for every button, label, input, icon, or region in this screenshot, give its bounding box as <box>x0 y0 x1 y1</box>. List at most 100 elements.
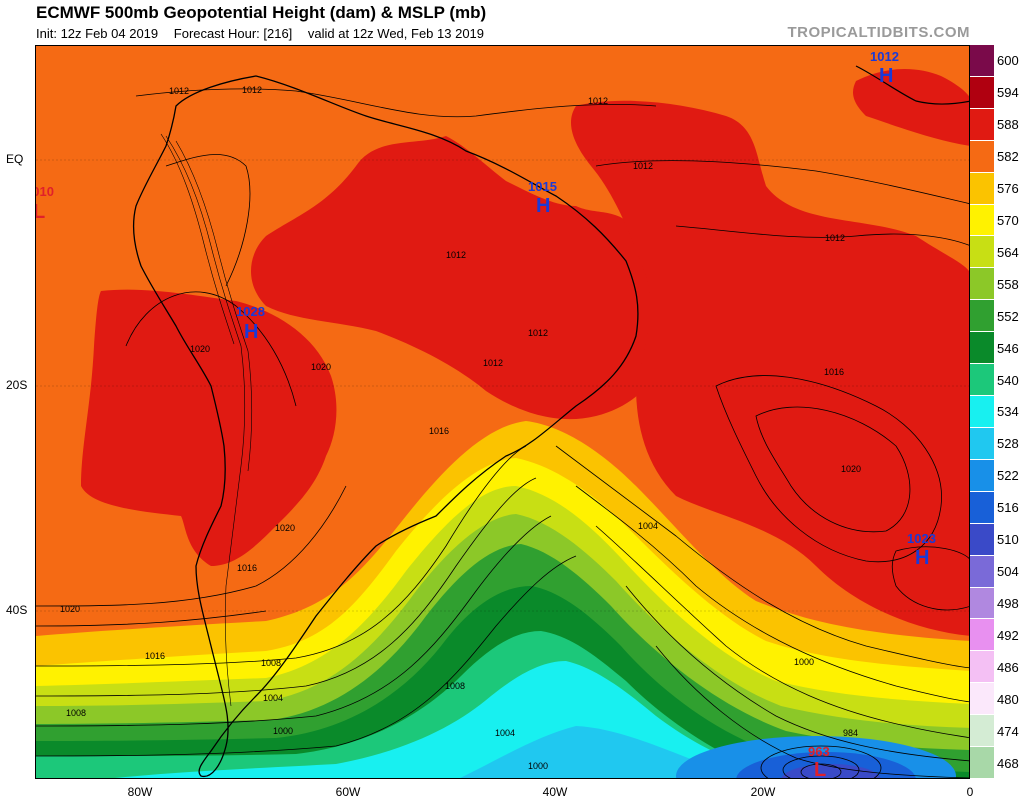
colorbar-label: 594 <box>997 85 1019 101</box>
colorbar-level-576: 576 <box>970 172 1024 205</box>
center-l-963-value: 963 <box>808 744 830 759</box>
colorbar-level-474: 474 <box>970 715 1024 748</box>
colorbar-level-582: 582 <box>970 140 1024 173</box>
colorbar-swatch <box>970 300 994 333</box>
colorbar-swatch <box>970 715 994 748</box>
lon-label-20w: 20W <box>750 785 776 799</box>
lon-label-80w: 80W <box>127 785 153 799</box>
isobar-label: 1016 <box>824 367 844 377</box>
isobar-label: 1012 <box>483 358 503 368</box>
colorbar-swatch <box>970 491 994 524</box>
colorbar-label: 558 <box>997 276 1019 292</box>
isobar-label: 1004 <box>638 521 658 531</box>
lat-label-20s: 20S <box>6 378 28 392</box>
colorbar-level-510: 510 <box>970 523 1024 556</box>
colorbar-level-480: 480 <box>970 683 1024 716</box>
andes-contours <box>160 133 253 707</box>
colorbar-swatch <box>970 747 994 779</box>
colorbar-label: 564 <box>997 244 1019 260</box>
lon-label-0: 0 <box>966 785 974 799</box>
isobar-labels: 1012 1012 1012 1012 1012 1012 1012 1012 … <box>60 85 861 771</box>
colorbar-level-516: 516 <box>970 491 1024 524</box>
colorbar-swatch <box>970 651 994 684</box>
isobar-label: 1016 <box>237 563 257 573</box>
colorbar-label: 492 <box>997 627 1019 643</box>
valid-time: valid at 12z Wed, Feb 13 2019 <box>307 26 485 41</box>
brand-watermark: TROPICALTIDBITS.COM <box>787 24 970 41</box>
colorbar-swatch <box>970 523 994 556</box>
colorbar-swatch <box>970 204 994 237</box>
center-h-1015-letter: H <box>536 195 550 217</box>
lat-label-eq: EQ <box>6 152 24 166</box>
colorbar-swatch <box>970 76 994 109</box>
isobars <box>36 88 969 778</box>
colorbar-level-588: 588 <box>970 108 1024 141</box>
isobar-label: 1000 <box>273 726 293 736</box>
colorbar-swatch <box>970 236 994 269</box>
colorbar-label: 468 <box>997 755 1019 771</box>
colorbar-label: 552 <box>997 308 1019 324</box>
colorbar-level-504: 504 <box>970 555 1024 588</box>
isobar-label: 1020 <box>841 464 861 474</box>
isobar-label: 1020 <box>275 523 295 533</box>
colorbar-swatch <box>970 459 994 492</box>
isobar-label: 1016 <box>429 426 449 436</box>
colorbar-swatch <box>970 364 994 397</box>
colorbar-swatch <box>970 45 994 77</box>
lat-label-40s: 40S <box>6 603 28 617</box>
colorbar-label: 582 <box>997 149 1019 165</box>
chart-title: ECMWF 500mb Geopotential Height (dam) & … <box>36 3 487 22</box>
coastline-africa <box>855 65 969 105</box>
colorbar-swatch <box>970 172 994 205</box>
colorbar-level-492: 492 <box>970 619 1024 652</box>
isobar-label: 1020 <box>190 344 210 354</box>
colorbar-swatch <box>970 332 994 365</box>
colorbar-label: 480 <box>997 691 1019 707</box>
chart-subtitle: Init: 12z Feb 04 2019 Forecast Hour: [21… <box>36 26 496 41</box>
isobar-label: 1012 <box>633 161 653 171</box>
band-510 <box>781 764 881 778</box>
center-h-1023-value: 1023 <box>907 531 936 546</box>
colorbar-level-540: 540 <box>970 364 1024 397</box>
center-h-1023-letter: H <box>915 547 929 569</box>
colorbar-level-546: 546 <box>970 332 1024 365</box>
colorbar-swatch <box>970 619 994 652</box>
isobar-label: 1004 <box>263 693 283 703</box>
isobar-label: 1020 <box>60 604 80 614</box>
colorbar-label: 516 <box>997 500 1019 516</box>
colorbar-level-528: 528 <box>970 427 1024 460</box>
colorbar-label: 546 <box>997 340 1019 356</box>
colorbar-level-552: 552 <box>970 300 1024 333</box>
isobar-label: 1000 <box>528 761 548 771</box>
coastline-south-america <box>132 75 639 778</box>
colorbar-label: 570 <box>997 213 1019 229</box>
colorbar-level-498: 498 <box>970 587 1024 620</box>
center-h-1012-letter: H <box>879 65 893 87</box>
colorbar-label: 522 <box>997 468 1019 484</box>
colorbar-label: 510 <box>997 532 1019 548</box>
colorbar-level-522: 522 <box>970 459 1024 492</box>
isobar-label: 1012 <box>588 96 608 106</box>
colorbar-label: 498 <box>997 595 1019 611</box>
isobar-label: 1000 <box>794 657 814 667</box>
colorbar-label: 600 <box>997 53 1019 69</box>
colorbar-label: 534 <box>997 404 1019 420</box>
isobar-label: 1012 <box>528 328 548 338</box>
forecast-hour: Forecast Hour: [216] <box>173 26 293 41</box>
lon-label-40w: 40W <box>542 785 568 799</box>
isobar-label: 1016 <box>145 651 165 661</box>
center-h-1028-letter: H <box>244 321 258 343</box>
isobar-label: 984 <box>843 728 858 738</box>
isobar-label: 1008 <box>66 708 86 718</box>
colorbar-label: 486 <box>997 659 1019 675</box>
isobar-label: 1012 <box>169 86 189 96</box>
colorbar-level-534: 534 <box>970 396 1024 428</box>
band-588-africa <box>853 69 969 146</box>
isobar-label: 1004 <box>495 728 515 738</box>
colorbar-swatch <box>970 683 994 716</box>
colorbar: 600 594 588 582 576 570 564 558 552 546 540 534 528 5… <box>970 45 1024 779</box>
colorbar-swatch <box>970 140 994 173</box>
